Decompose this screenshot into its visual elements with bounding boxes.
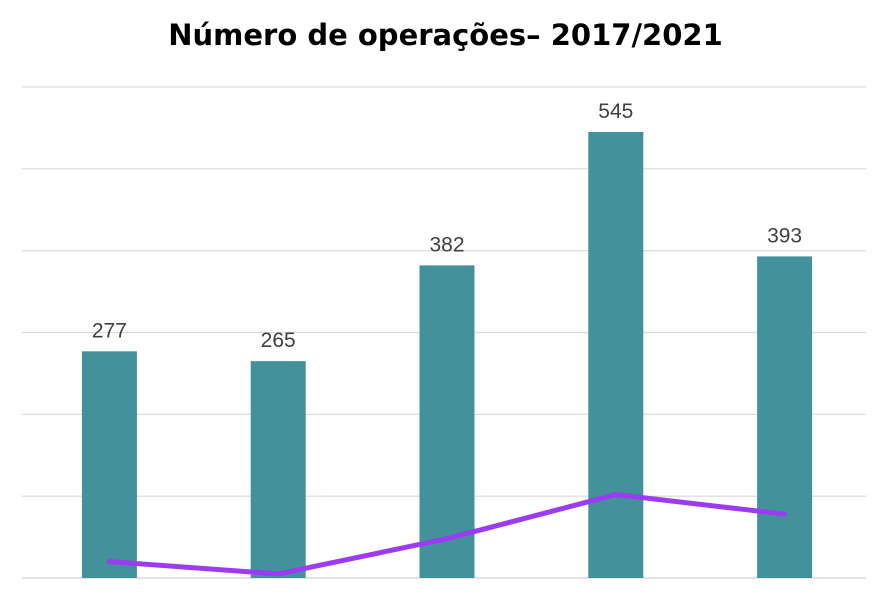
bar-value-label: 277: [92, 319, 127, 342]
bar-value-label: 545: [598, 100, 633, 123]
trend-line: [106, 492, 788, 577]
chart-title: Número de operações– 2017/2021: [168, 18, 723, 52]
bar: [250, 361, 306, 578]
bar: [81, 351, 137, 578]
bar-value-label: 265: [261, 329, 296, 352]
bar-value-label: 393: [767, 224, 802, 247]
bar-value-label: 382: [429, 233, 464, 256]
bars: [81, 132, 813, 578]
bar: [419, 265, 475, 578]
bar: [588, 132, 644, 578]
bar: [757, 256, 813, 578]
data-labels: 277 265 382 545 393: [92, 100, 802, 352]
